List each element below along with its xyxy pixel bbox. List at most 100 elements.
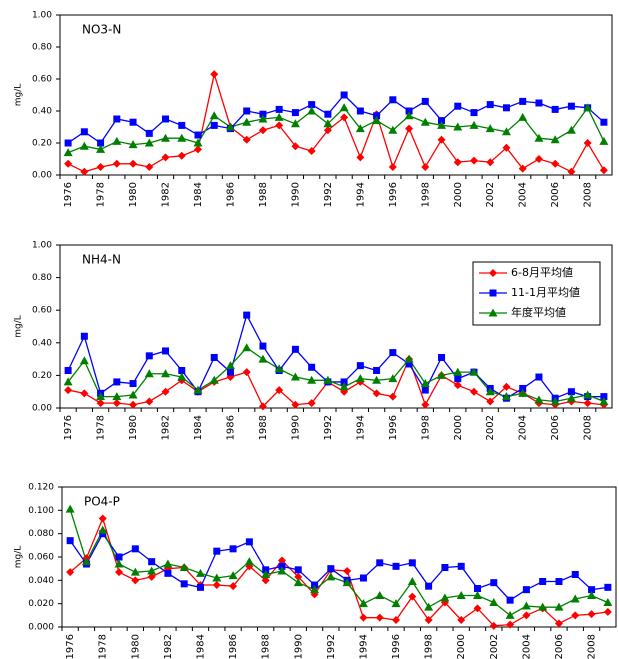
y-tick-label: 0.080 [28, 529, 54, 539]
chart-title: NH4-N [82, 253, 121, 267]
marker [128, 390, 138, 399]
marker [274, 364, 284, 373]
x-tick-label: 1996 [388, 182, 399, 207]
marker [261, 570, 271, 578]
marker [148, 558, 156, 566]
marker [425, 582, 433, 590]
marker [194, 131, 202, 139]
y-tick-label: 0.100 [28, 506, 54, 516]
marker [179, 563, 189, 571]
marker [502, 382, 511, 391]
marker [599, 136, 609, 145]
marker [162, 347, 170, 355]
chart: 0.000 0.020 0.040 0.060 0.080 0.100 0.120 1976 1… [14, 483, 617, 659]
marker [408, 592, 417, 601]
marker [488, 308, 498, 317]
marker [407, 577, 417, 585]
marker [489, 598, 499, 606]
marker [290, 372, 300, 381]
marker [80, 128, 88, 136]
y-tick-label: 0.60 [32, 306, 52, 316]
marker [567, 388, 575, 396]
x-tick-label: 1994 [355, 182, 366, 207]
marker [129, 159, 138, 168]
x-tick-label: 2006 [554, 634, 565, 659]
marker [356, 107, 364, 115]
x-tick-label: 1994 [358, 634, 369, 659]
marker [469, 120, 479, 129]
marker [144, 138, 154, 147]
marker [489, 289, 497, 297]
marker [392, 562, 400, 570]
x-tick-label: 1992 [323, 415, 334, 440]
marker [147, 566, 157, 575]
x-tick-label: 1982 [161, 182, 172, 207]
marker [225, 361, 235, 370]
x-tick-label: 1992 [326, 634, 337, 659]
marker [375, 613, 384, 622]
marker [147, 572, 156, 581]
marker [474, 585, 481, 592]
marker [115, 553, 123, 561]
marker [555, 578, 563, 585]
marker [373, 112, 381, 120]
x-tick-label: 1984 [196, 634, 207, 659]
marker [599, 396, 609, 405]
marker [376, 559, 384, 567]
marker [277, 556, 286, 565]
legend-label: 6-8月平均値 [511, 266, 573, 279]
x-tick-label: 1976 [65, 634, 76, 659]
marker [342, 578, 352, 587]
marker [457, 562, 465, 570]
marker [275, 386, 284, 395]
marker [392, 616, 401, 624]
marker [570, 594, 580, 603]
marker [470, 109, 478, 117]
marker [372, 389, 381, 398]
marker [178, 121, 186, 129]
marker [534, 395, 544, 404]
x-tick-label: 1990 [293, 634, 304, 659]
x-tick-label: 2000 [453, 182, 464, 207]
marker [178, 367, 186, 375]
x-tick-label: 2004 [518, 182, 529, 207]
marker [372, 116, 382, 125]
marker [438, 353, 446, 361]
marker [131, 545, 139, 553]
marker [372, 375, 382, 384]
marker [113, 115, 121, 123]
marker [229, 545, 237, 553]
marker [355, 374, 365, 383]
marker [359, 613, 368, 622]
marker [307, 375, 317, 384]
marker [438, 117, 446, 125]
x-tick-label: 1978 [96, 415, 107, 440]
marker [502, 104, 510, 112]
marker [535, 373, 543, 381]
marker [453, 367, 463, 376]
y-tick-label: 0.20 [32, 371, 52, 381]
marker [505, 610, 515, 619]
marker [405, 360, 413, 368]
marker [164, 569, 172, 577]
marker [324, 110, 332, 118]
marker [340, 113, 349, 122]
marker [290, 119, 300, 128]
x-tick-label: 1988 [261, 634, 272, 659]
marker [97, 139, 105, 147]
x-tick-label: 2008 [583, 415, 594, 440]
series-line [67, 313, 604, 400]
x-tick-label: 2002 [485, 415, 496, 440]
series-line [67, 357, 604, 408]
x-tick-label: 2006 [550, 182, 561, 207]
x-tick-label: 1982 [163, 634, 174, 659]
marker [473, 591, 482, 599]
x-tick-label: 1988 [258, 415, 269, 440]
marker [489, 621, 498, 630]
marker [275, 105, 283, 113]
marker [566, 125, 576, 134]
marker [291, 142, 300, 151]
series-line [67, 106, 605, 154]
marker [405, 124, 414, 133]
